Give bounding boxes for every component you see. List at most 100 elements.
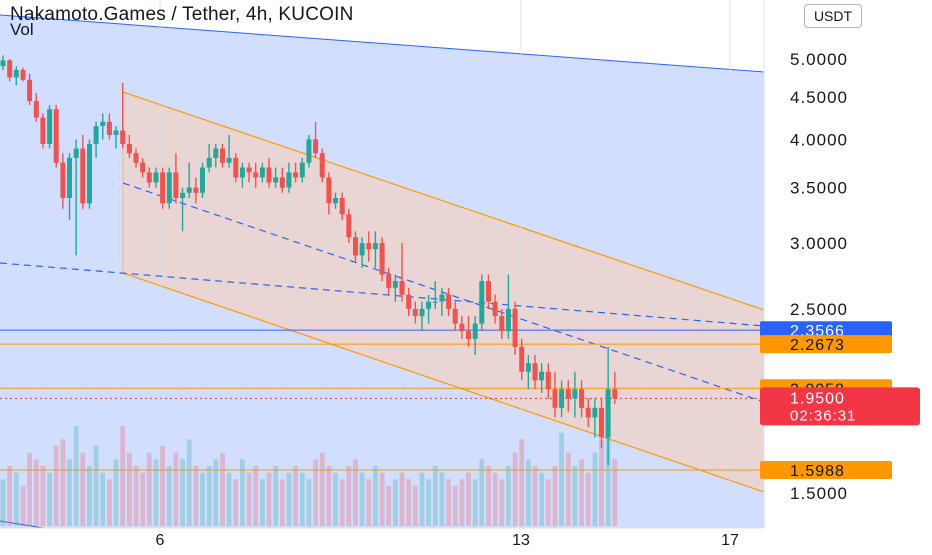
candle[interactable] <box>60 153 66 209</box>
candle[interactable] <box>432 281 438 309</box>
candle[interactable] <box>200 162 205 199</box>
candle[interactable] <box>366 231 372 262</box>
candle[interactable] <box>605 346 611 466</box>
candle[interactable] <box>153 167 159 188</box>
candle[interactable] <box>246 162 252 183</box>
candle[interactable] <box>486 274 491 309</box>
candle[interactable] <box>67 153 72 220</box>
candle[interactable] <box>333 192 338 209</box>
candle[interactable] <box>126 134 132 158</box>
candle[interactable] <box>499 308 505 339</box>
candle[interactable] <box>319 148 325 183</box>
price-level-badge[interactable]: 2.2673 <box>760 335 892 354</box>
candle[interactable] <box>412 301 418 324</box>
candle[interactable] <box>612 371 618 405</box>
candle[interactable] <box>273 167 279 188</box>
candle[interactable] <box>519 338 525 381</box>
candle[interactable] <box>579 380 585 418</box>
candle[interactable] <box>585 398 591 428</box>
candle[interactable] <box>106 113 112 140</box>
candle[interactable] <box>33 92 39 122</box>
candle[interactable] <box>286 162 292 193</box>
candle[interactable] <box>419 301 425 332</box>
candle[interactable] <box>406 287 412 317</box>
candle[interactable] <box>47 105 53 149</box>
candle[interactable] <box>525 354 531 390</box>
candle[interactable] <box>146 167 152 188</box>
candle[interactable] <box>459 316 465 339</box>
candle[interactable] <box>572 371 578 418</box>
dashed-channel-midline[interactable] <box>122 182 765 403</box>
candle[interactable] <box>539 363 545 393</box>
candle[interactable] <box>306 134 312 168</box>
candle[interactable] <box>173 153 179 204</box>
candle[interactable] <box>452 301 458 332</box>
candle[interactable] <box>233 153 239 183</box>
candle[interactable] <box>399 243 405 302</box>
candle[interactable] <box>545 363 551 399</box>
candle[interactable] <box>552 371 558 418</box>
candle[interactable] <box>565 380 571 412</box>
candle[interactable] <box>160 167 166 209</box>
candle[interactable] <box>379 237 385 282</box>
candle[interactable] <box>220 143 225 168</box>
candle[interactable] <box>559 380 565 418</box>
candle[interactable] <box>27 73 33 106</box>
candle[interactable] <box>372 231 378 269</box>
candle[interactable] <box>339 192 345 220</box>
volume-indicator-label[interactable]: Vol <box>10 20 34 39</box>
candle[interactable] <box>266 157 272 188</box>
candle[interactable] <box>213 143 219 168</box>
candle[interactable] <box>279 167 285 193</box>
candle[interactable] <box>386 268 392 295</box>
candle[interactable] <box>180 187 186 232</box>
parallel-channel-bottom[interactable] <box>122 272 765 493</box>
candle[interactable] <box>392 274 398 302</box>
candle[interactable] <box>87 139 92 209</box>
candle[interactable] <box>226 134 232 168</box>
candle[interactable] <box>80 134 86 209</box>
candle[interactable] <box>120 82 126 149</box>
candle[interactable] <box>346 208 352 244</box>
candle[interactable] <box>140 157 146 178</box>
candle[interactable] <box>439 287 445 317</box>
candle[interactable] <box>113 126 119 149</box>
candle[interactable] <box>206 143 212 173</box>
parallel-channel-top[interactable] <box>122 91 765 311</box>
candle[interactable] <box>53 105 59 168</box>
candle[interactable] <box>239 162 245 188</box>
price-level-badge[interactable]: 1.5988 <box>760 461 892 480</box>
candle[interactable] <box>446 287 452 317</box>
dashed-trend-line[interactable] <box>0 262 765 327</box>
candle[interactable] <box>359 237 365 269</box>
candle[interactable] <box>326 172 332 215</box>
candle[interactable] <box>293 162 299 183</box>
candle[interactable] <box>166 167 172 209</box>
currency-button[interactable]: USDT <box>804 4 862 28</box>
candle[interactable] <box>505 274 511 339</box>
candle[interactable] <box>259 162 265 183</box>
candle[interactable] <box>133 148 139 168</box>
candle[interactable] <box>466 316 471 347</box>
candle[interactable] <box>186 162 192 199</box>
candle[interactable] <box>253 162 259 188</box>
time-axis[interactable] <box>0 528 764 550</box>
candle[interactable] <box>93 121 99 158</box>
candle[interactable] <box>73 139 79 256</box>
candle[interactable] <box>0 55 6 70</box>
candle[interactable] <box>512 301 518 355</box>
candle[interactable] <box>599 398 604 448</box>
price-axis[interactable] <box>764 0 932 550</box>
candle[interactable] <box>492 294 498 324</box>
channel-upper-line[interactable] <box>0 14 765 73</box>
candle[interactable] <box>472 316 478 355</box>
candle[interactable] <box>592 398 598 438</box>
candle[interactable] <box>40 113 46 149</box>
candle[interactable] <box>299 157 305 183</box>
candle[interactable] <box>7 59 13 82</box>
candle[interactable] <box>353 231 358 262</box>
candle[interactable] <box>20 67 26 82</box>
